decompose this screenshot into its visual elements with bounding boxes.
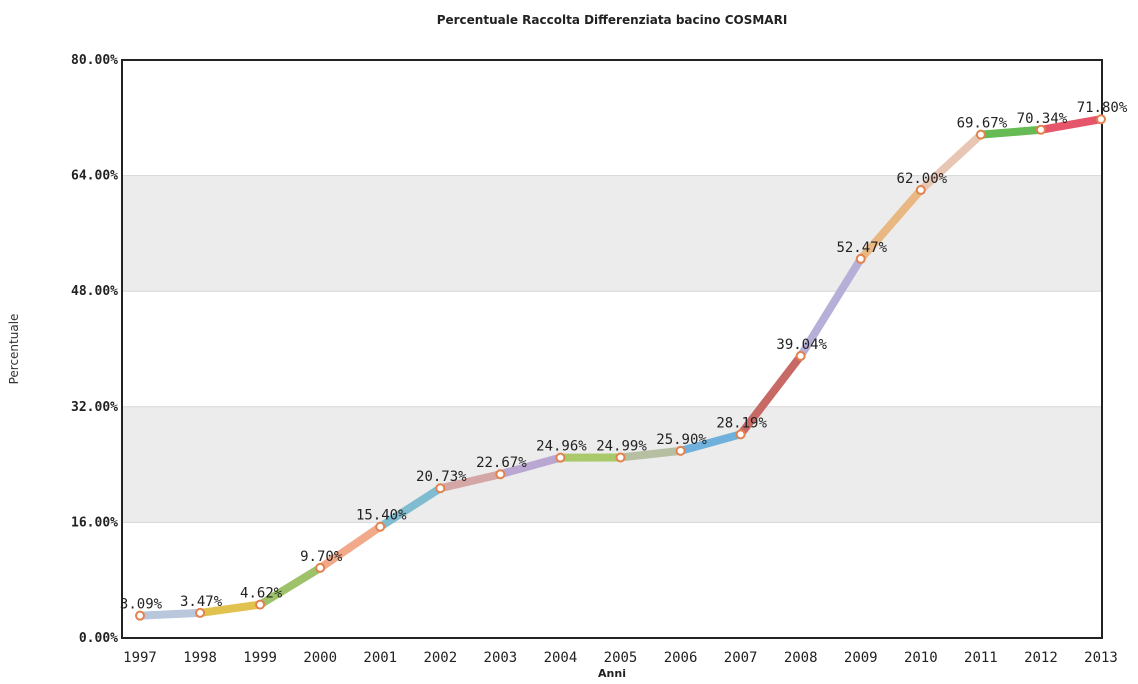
- data-point: [256, 601, 264, 609]
- data-label: 15.40%: [356, 508, 407, 524]
- x-tick-label: 2008: [784, 650, 818, 666]
- data-point: [617, 453, 625, 461]
- y-axis-label: Percentuale: [7, 314, 21, 385]
- data-point: [857, 255, 865, 263]
- x-axis-label: Anni: [598, 667, 626, 679]
- x-tick-label: 2001: [363, 650, 397, 666]
- x-tick-label: 2006: [664, 650, 698, 666]
- x-tick-label: 1998: [183, 650, 217, 666]
- x-tick-label: 1999: [243, 650, 277, 666]
- x-tick-label: 2005: [604, 650, 638, 666]
- data-label: 39.04%: [776, 337, 827, 353]
- data-label: 69.67%: [957, 116, 1008, 132]
- data-point: [797, 352, 805, 360]
- data-label: 71.80%: [1077, 100, 1128, 116]
- y-tick-label: 32.00%: [71, 400, 118, 415]
- data-point: [917, 186, 925, 194]
- data-point: [436, 484, 444, 492]
- data-label: 24.99%: [596, 438, 647, 454]
- data-label: 3.09%: [120, 597, 163, 613]
- data-label: 4.62%: [240, 586, 283, 602]
- data-point: [196, 609, 204, 617]
- y-tick-label: 16.00%: [71, 515, 118, 530]
- x-tick-label: 2002: [423, 650, 457, 666]
- data-label: 25.90%: [656, 432, 707, 448]
- x-tick-label: 2010: [904, 650, 938, 666]
- data-point: [316, 564, 324, 572]
- data-label: 28.19%: [716, 415, 767, 431]
- data-point: [376, 523, 384, 531]
- x-tick-label: 2012: [1024, 650, 1058, 666]
- x-tick-label: 2004: [544, 650, 578, 666]
- background-bands: [122, 176, 1102, 523]
- data-label: 22.67%: [476, 455, 527, 471]
- data-label: 70.34%: [1017, 111, 1068, 127]
- data-point: [1097, 115, 1105, 123]
- data-point: [1037, 126, 1045, 134]
- data-label: 3.47%: [180, 594, 223, 610]
- x-tick-label: 2003: [484, 650, 518, 666]
- chart-title: Percentuale Raccolta Differenziata bacin…: [437, 13, 788, 27]
- data-point: [556, 454, 564, 462]
- data-label: 20.73%: [416, 469, 467, 485]
- data-label: 62.00%: [897, 171, 948, 187]
- x-axis-ticks: 1997 1998 1999 2000 2001 2002 2003 2004 2005 2006…: [123, 650, 1118, 666]
- data-label: 9.70%: [300, 549, 343, 565]
- y-tick-label: 80.00%: [71, 53, 118, 68]
- data-label: 24.96%: [536, 439, 587, 455]
- data-point: [136, 612, 144, 620]
- x-tick-label: 2007: [724, 650, 758, 666]
- x-tick-label: 2000: [303, 650, 337, 666]
- data-point: [977, 131, 985, 139]
- x-tick-label: 2013: [1084, 650, 1118, 666]
- x-tick-label: 2011: [964, 650, 998, 666]
- data-point: [677, 447, 685, 455]
- y-axis-ticks: 0.00% 16.00% 32.00% 48.00% 64.00% 80.00%: [71, 53, 118, 646]
- y-tick-label: 48.00%: [71, 284, 118, 299]
- data-point: [737, 430, 745, 438]
- data-point: [496, 470, 504, 478]
- y-tick-label: 0.00%: [79, 631, 118, 646]
- line-segment: [140, 613, 200, 616]
- data-label: 52.47%: [836, 240, 887, 256]
- background-band: [122, 176, 1102, 292]
- gridlines: [122, 60, 1102, 638]
- y-tick-label: 64.00%: [71, 169, 118, 184]
- x-tick-label: 1997: [123, 650, 157, 666]
- plot-frame: [122, 60, 1102, 638]
- background-band: [122, 407, 1102, 523]
- x-tick-label: 2009: [844, 650, 878, 666]
